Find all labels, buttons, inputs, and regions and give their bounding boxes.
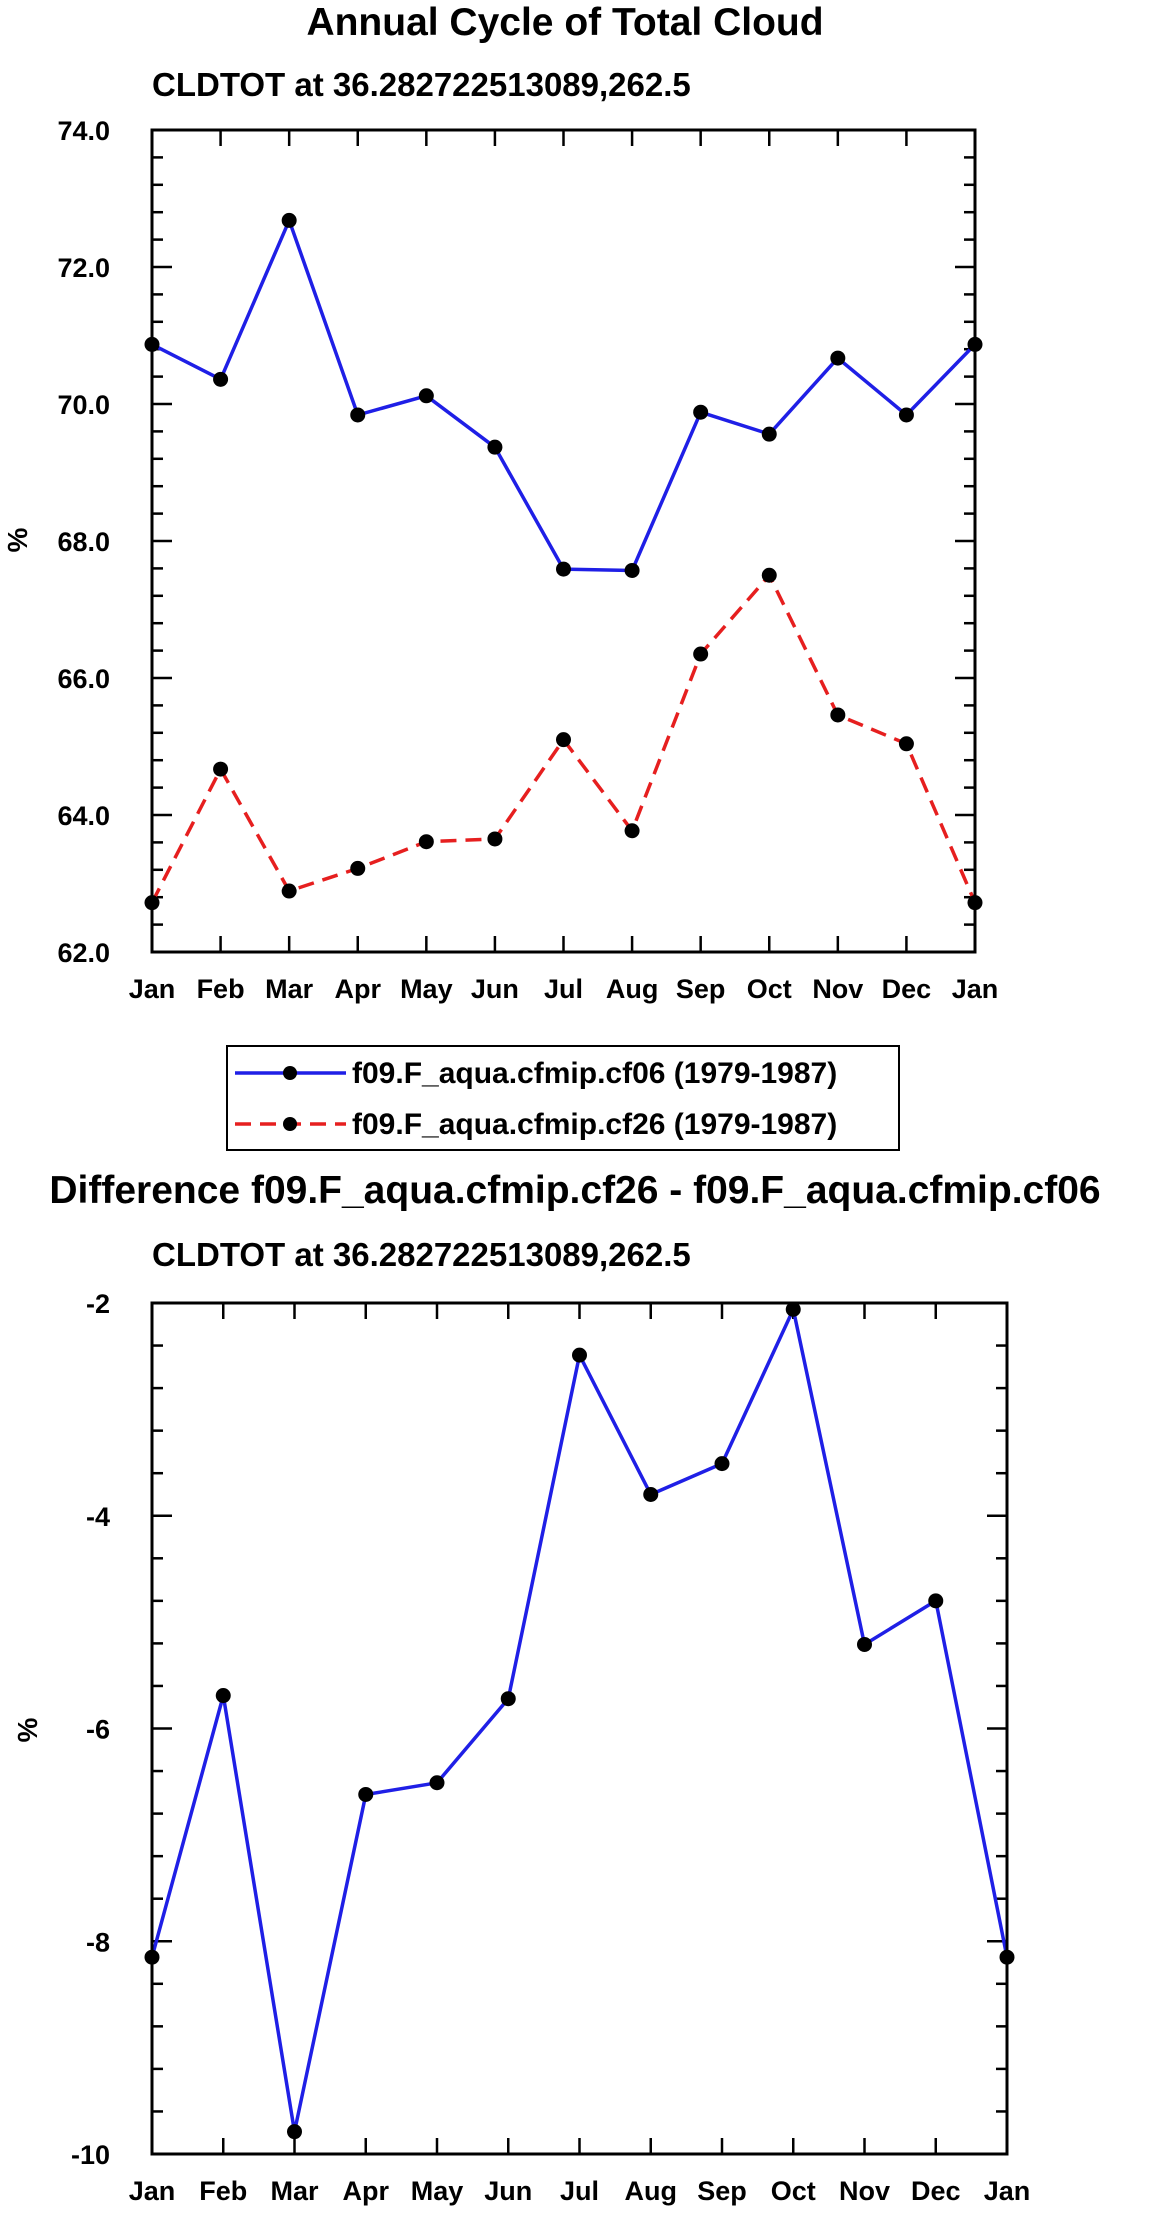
- x-tick-label: Sep: [676, 974, 726, 1004]
- legend-label-cf06: f09.F_aqua.cfmip.cf06 (1979-1987): [352, 1057, 837, 1090]
- y-tick-label: 66.0: [57, 664, 110, 694]
- y-tick-label: 62.0: [57, 938, 110, 968]
- data-point-0-8: [714, 1456, 730, 1472]
- x-tick-label: Sep: [697, 2176, 747, 2206]
- data-point-1-2: [281, 883, 297, 899]
- data-point-0-1: [213, 371, 229, 387]
- y-tick-label: 68.0: [57, 527, 110, 557]
- data-point-0-5: [500, 1691, 516, 1707]
- data-point-1-6: [556, 732, 571, 748]
- x-tick-label: Nov: [839, 2176, 890, 2206]
- data-point-0-8: [693, 404, 709, 420]
- data-point-0-9: [761, 426, 777, 442]
- data-point-1-10: [830, 707, 846, 723]
- x-tick-label: Jul: [560, 2176, 599, 2206]
- y-tick-label: 70.0: [57, 390, 110, 420]
- data-point-0-3: [350, 407, 366, 423]
- legend-marker-cf26: [283, 1117, 297, 1131]
- series-line-0: [151, 218, 977, 573]
- chart2-subtitle: CLDTOT at 36.282722513089,262.5: [152, 1236, 691, 1273]
- x-tick-label: Jul: [544, 974, 583, 1004]
- data-point-1-9: [761, 567, 777, 583]
- x-tick-label: Mar: [270, 2176, 319, 2206]
- y-tick-label: -2: [86, 1289, 110, 1319]
- y-tick-label: -10: [71, 2140, 110, 2170]
- data-point-1-1: [213, 761, 229, 777]
- x-tick-label: Dec: [882, 974, 932, 1004]
- data-point-1-3: [350, 860, 366, 876]
- x-tick-label: Dec: [911, 2176, 961, 2206]
- data-point-0-7: [643, 1486, 659, 1502]
- data-point-0-6: [556, 561, 571, 577]
- x-tick-label: Apr: [343, 2176, 390, 2206]
- x-tick-label: Jan: [129, 2176, 176, 2206]
- series-line-0: [150, 1307, 1009, 2134]
- chart1-plot-frame: [150, 128, 977, 954]
- x-tick-label: Jun: [471, 974, 519, 1004]
- data-point-1-11: [898, 736, 914, 752]
- data-point-0-2: [287, 2124, 302, 2140]
- x-tick-label: Feb: [197, 974, 245, 1004]
- x-tick-label: Feb: [199, 2176, 247, 2206]
- data-point-0-11: [928, 1593, 944, 1609]
- data-point-0-6: [572, 1347, 587, 1363]
- data-point-0-5: [487, 439, 503, 455]
- data-point-0-10: [857, 1636, 872, 1652]
- data-point-1-7: [624, 823, 640, 839]
- x-tick-label: May: [411, 2176, 464, 2206]
- chart1-subtitle: CLDTOT at 36.282722513089,262.5: [152, 66, 691, 103]
- x-tick-label: Jan: [129, 974, 176, 1004]
- x-tick-label: Apr: [335, 974, 382, 1004]
- chart2-plot-frame: [150, 1301, 1009, 2156]
- data-point-1-8: [693, 646, 709, 662]
- x-tick-label: Oct: [747, 974, 792, 1004]
- x-tick-label: Jan: [952, 974, 999, 1004]
- y-tick-label: 72.0: [57, 253, 110, 283]
- x-tick-label: Jun: [484, 2176, 532, 2206]
- x-tick-label: Aug: [625, 2176, 677, 2206]
- data-point-1-4: [418, 834, 434, 850]
- data-point-0-4: [429, 1775, 445, 1791]
- x-tick-label: Nov: [812, 974, 863, 1004]
- x-tick-label: Jan: [984, 2176, 1031, 2206]
- data-point-0-1: [215, 1688, 231, 1704]
- y-tick-label: -6: [86, 1715, 110, 1745]
- chart1-title: Annual Cycle of Total Cloud: [306, 1, 823, 44]
- data-point-0-7: [624, 562, 640, 578]
- x-tick-label: Oct: [771, 2176, 816, 2206]
- data-point-0-4: [418, 388, 434, 404]
- data-point-0-10: [830, 350, 846, 366]
- legend: f09.F_aqua.cfmip.cf06 (1979-1987) f09.F_…: [226, 1045, 900, 1151]
- legend-marker-cf06: [283, 1066, 297, 1080]
- x-tick-label: May: [400, 974, 453, 1004]
- chart2-y-axis-label: %: [12, 1717, 43, 1742]
- y-tick-label: 64.0: [57, 801, 110, 831]
- chart2-title: Difference f09.F_aqua.cfmip.cf26 - f09.F…: [49, 1169, 1100, 1212]
- data-point-0-2: [281, 212, 297, 228]
- data-point-0-9: [785, 1301, 801, 1317]
- data-point-0-3: [358, 1786, 374, 1802]
- legend-label-cf26: f09.F_aqua.cfmip.cf26 (1979-1987): [352, 1108, 837, 1141]
- y-tick-label: 74.0: [57, 116, 110, 146]
- x-tick-label: Mar: [265, 974, 314, 1004]
- y-tick-label: -8: [86, 1927, 110, 1957]
- data-point-0-11: [898, 407, 914, 423]
- legend-box: [226, 1045, 900, 1151]
- chart-annual-cycle: Annual Cycle of Total Cloud CLDTOT at 36…: [2, 1, 998, 1004]
- x-tick-label: Aug: [606, 974, 658, 1004]
- chart1-y-axis-label: %: [2, 527, 33, 552]
- y-tick-label: -4: [86, 1502, 110, 1532]
- data-point-1-5: [487, 831, 503, 847]
- chart-difference: Difference f09.F_aqua.cfmip.cf26 - f09.F…: [12, 1169, 1101, 2206]
